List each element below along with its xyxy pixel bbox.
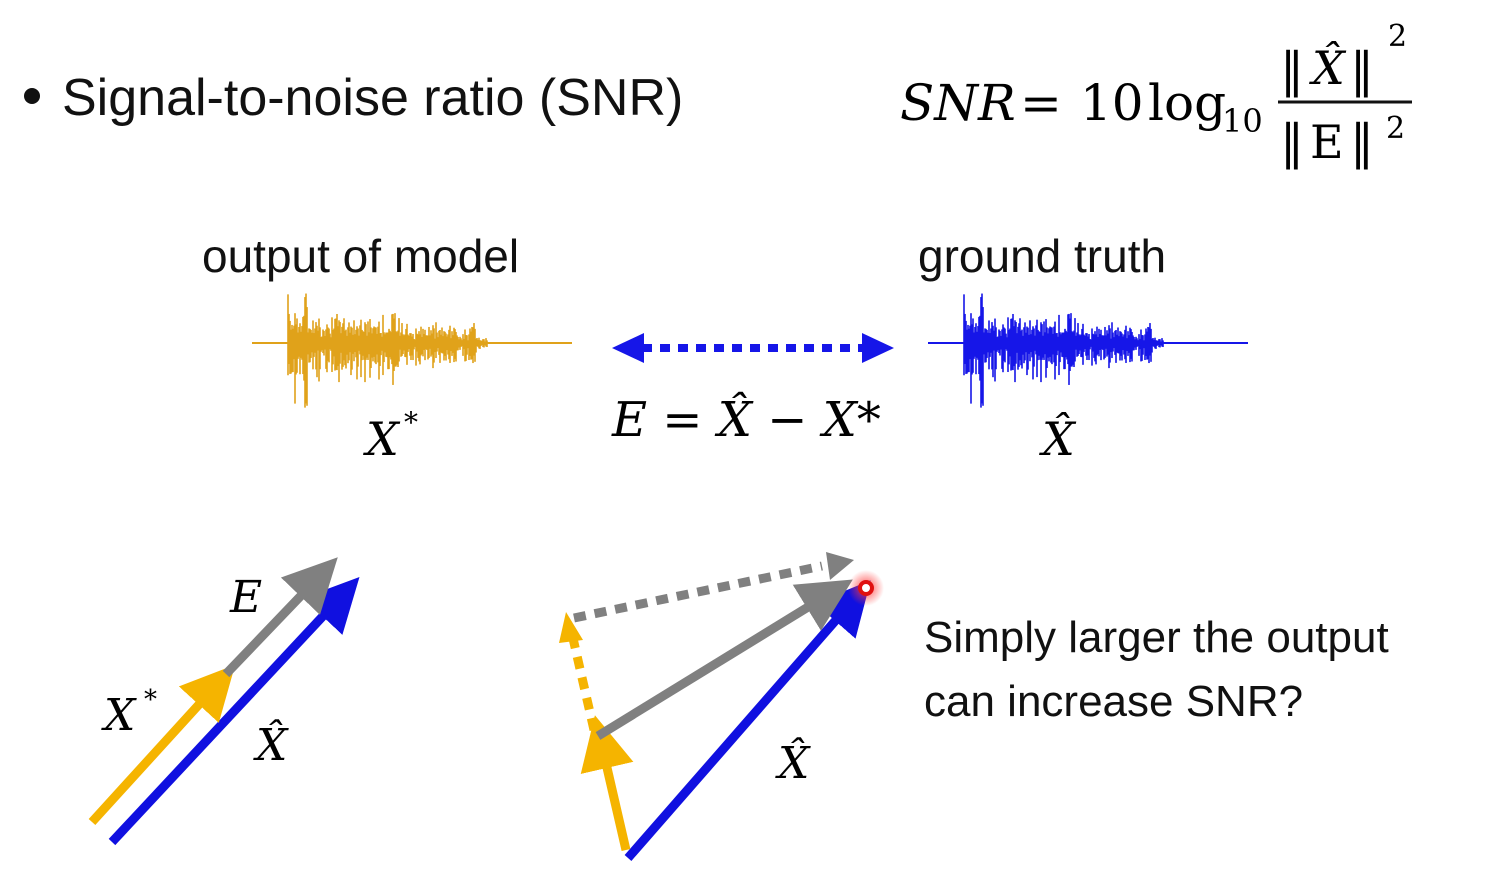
numerator-norm-right: ‖ [1350,42,1374,98]
left-output-label: X [101,690,137,741]
left-vector-diagram: E X * X̂ [88,557,360,846]
formula-denominator: E [1310,115,1344,169]
denominator-norm-left: ‖ [1280,114,1304,170]
left-output-sup: * [144,685,157,715]
formula-lhs: SNR [900,74,1016,132]
question-line-1: Simply larger the output [924,613,1389,662]
output-symbol-sup: * [404,406,418,439]
right-scaled-output-dotted [567,632,599,732]
numerator-exponent: 2 [1388,19,1407,54]
bullet-point [24,88,40,104]
right-vector-diagram: X̂ [559,552,884,861]
bullet-text: Signal-to-noise ratio (SNR) [62,69,684,127]
right-truth-label: X̂ [775,736,811,789]
formula-log: log [1148,74,1226,132]
output-symbol: X [363,412,401,466]
truth-waveform [928,293,1248,408]
denominator-norm-right: ‖ [1350,114,1374,170]
right-scaled-error-dotted [573,561,823,623]
left-error-vector [222,557,338,678]
right-truth-vector [624,580,871,861]
right-output-vector [580,715,634,852]
numerator-norm-left: ‖ [1280,42,1304,98]
left-output-vector [88,664,236,826]
formula-equals: = [1020,74,1062,132]
error-equation: E = X̂ − X* [611,390,881,448]
snr-formula: SNR = 10 log 10 ‖ X̂ ‖ 2 ‖ E ‖ 2 [900,16,1460,186]
question-line-2: can increase SNR? [924,677,1304,726]
truth-symbol: X̂ [1039,412,1077,466]
formula-numerator: X̂ [1309,41,1347,95]
denominator-exponent: 2 [1386,111,1405,146]
output-of-model-label: output of model [202,230,520,282]
left-error-label: E [229,572,262,623]
error-double-arrow [612,333,894,363]
formula-log-base: 10 [1222,102,1263,140]
formula-coefficient: 10 [1080,74,1144,132]
left-truth-label: X̂ [253,718,289,771]
left-truth-vector [108,576,360,846]
right-error-vector [595,579,853,740]
output-waveform [252,293,572,408]
question-text: Simply larger the output can increase SN… [924,606,1389,734]
ground-truth-label: ground truth [918,230,1167,282]
cursor-dot [858,580,874,596]
